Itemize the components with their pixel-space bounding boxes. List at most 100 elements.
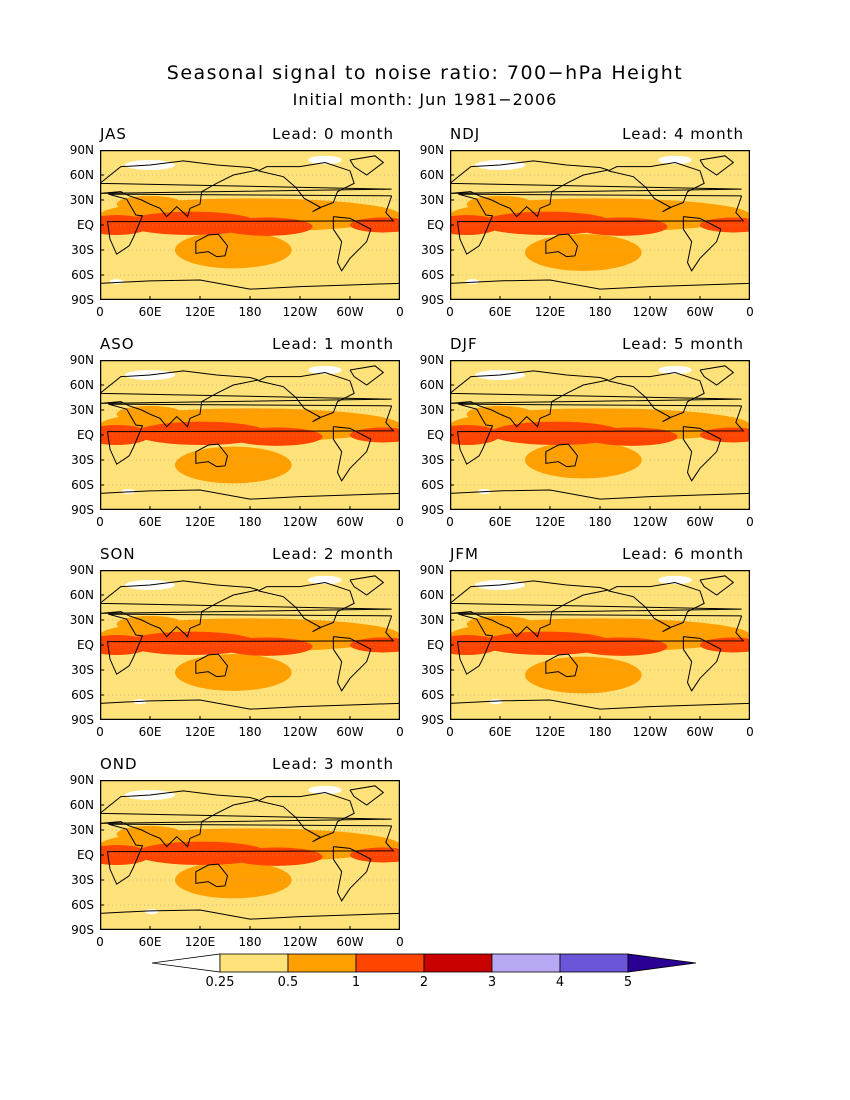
- ratio-map: [450, 150, 750, 300]
- coastline: [349, 155, 385, 176]
- lat-tick-label: 90N: [419, 143, 444, 157]
- lon-tick-label: 0: [96, 725, 104, 739]
- lat-tick-label: 30S: [71, 453, 94, 467]
- coastline: [106, 823, 395, 885]
- lat-tick-label: 60N: [419, 378, 444, 392]
- map-panel-son: SON Lead: 2 month 90N 60N 30N EQ 30S 60S 90S 0 60E…: [70, 545, 404, 739]
- panel-season-label: DJF: [450, 335, 478, 353]
- colorbar-level-label: 4: [555, 975, 565, 990]
- lat-tick-label: 30N: [419, 613, 444, 627]
- lat-tick-label: 90N: [69, 353, 94, 367]
- lat-tick-label: 90N: [69, 563, 94, 577]
- lat-tick-label: 90S: [71, 503, 94, 517]
- coastline: [545, 653, 579, 678]
- coastline: [100, 699, 400, 710]
- coastline: [106, 613, 395, 675]
- coastline: [450, 489, 750, 500]
- lat-tick-label: 60N: [419, 168, 444, 182]
- coastline: [195, 443, 229, 468]
- colorbar-low-extension: [152, 953, 221, 973]
- ratio-map: [100, 360, 400, 510]
- coastline: [450, 699, 750, 710]
- lon-tick-label: 180: [238, 515, 262, 529]
- lat-tick-label: 60S: [421, 268, 444, 282]
- lon-tick-label: 0: [396, 935, 404, 949]
- figure-title: Seasonal signal to noise ratio: 700−hPa …: [166, 62, 684, 84]
- colorbar-level-label: 1: [351, 975, 361, 990]
- lon-tick-label: 60E: [488, 725, 512, 739]
- lon-tick-label: 120E: [534, 305, 566, 319]
- coastline: [608, 161, 705, 213]
- lat-tick-label: 30S: [71, 243, 94, 257]
- lat-tick-label: EQ: [426, 428, 444, 442]
- coastline: [545, 233, 579, 258]
- panel-lead-label: Lead: 3 month: [272, 755, 394, 773]
- lon-tick-label: 60E: [138, 725, 162, 739]
- lat-tick-label: 60S: [421, 688, 444, 702]
- map-panel-jas: JAS Lead: 0 month 90N 60N 30N EQ 30S 60S 90S 0 60E…: [70, 125, 404, 319]
- lon-tick-label: 120E: [534, 515, 566, 529]
- coastline: [258, 371, 355, 423]
- colorbar-segment: [355, 953, 425, 973]
- coastline: [195, 863, 229, 888]
- lat-tick-label: 60S: [71, 478, 94, 492]
- lat-tick-label: 90S: [71, 923, 94, 937]
- coastline: [699, 155, 735, 176]
- lon-tick-label: 0: [446, 725, 454, 739]
- lat-tick-label: 90N: [69, 773, 94, 787]
- coastline: [349, 575, 385, 596]
- coastline: [106, 403, 395, 465]
- colorbar-segment: [219, 953, 289, 973]
- coastline: [332, 426, 372, 482]
- lon-tick-label: 180: [588, 515, 612, 529]
- lat-tick-label: 30S: [71, 873, 94, 887]
- panel-season-label: OND: [100, 755, 138, 773]
- lon-tick-label: 120E: [184, 515, 216, 529]
- coastline: [195, 233, 229, 258]
- lat-tick-label: 60S: [421, 478, 444, 492]
- panel-season-label: JAS: [100, 125, 127, 143]
- coastline: [100, 580, 392, 638]
- lat-tick-label: EQ: [76, 638, 94, 652]
- lon-tick-label: 60W: [336, 305, 364, 319]
- lon-tick-label: 0: [446, 515, 454, 529]
- coastline: [332, 846, 372, 902]
- lon-tick-label: 0: [446, 305, 454, 319]
- panel-lead-label: Lead: 5 month: [622, 335, 744, 353]
- coastline: [258, 581, 355, 633]
- lat-tick-label: 90N: [69, 143, 94, 157]
- lon-tick-label: 0: [396, 305, 404, 319]
- colorbar-level-label: 2: [419, 975, 429, 990]
- coastline: [349, 365, 385, 386]
- map-panel-ndj: NDJ Lead: 4 month 90N 60N 30N EQ 30S 60S 90S 0 60E…: [420, 125, 754, 319]
- lon-tick-label: 120E: [534, 725, 566, 739]
- lon-tick-label: 120W: [632, 515, 668, 529]
- colorbar-level-label: 5: [623, 975, 633, 990]
- lon-tick-label: 0: [396, 515, 404, 529]
- lon-tick-label: 60E: [488, 305, 512, 319]
- coastline: [332, 636, 372, 692]
- lon-tick-label: 180: [238, 725, 262, 739]
- coastline: [450, 160, 742, 218]
- lon-tick-label: 0: [96, 935, 104, 949]
- lon-tick-label: 0: [746, 725, 754, 739]
- figure-subtitle: Initial month: Jun 1981−2006: [292, 90, 558, 109]
- coastline: [682, 426, 722, 482]
- coastline: [100, 489, 400, 500]
- lat-tick-label: 90S: [421, 293, 444, 307]
- lat-tick-label: 90S: [421, 713, 444, 727]
- lon-tick-label: 60W: [336, 935, 364, 949]
- coastline: [699, 575, 735, 596]
- ratio-map: [100, 150, 400, 300]
- lat-tick-label: 60N: [69, 378, 94, 392]
- coastline: [195, 653, 229, 678]
- coastline: [100, 160, 392, 218]
- lon-tick-label: 0: [96, 515, 104, 529]
- coastline: [100, 909, 400, 920]
- lat-tick-label: 90S: [71, 713, 94, 727]
- ratio-map: [450, 360, 750, 510]
- panel-lead-label: Lead: 0 month: [272, 125, 394, 143]
- lon-tick-label: 60W: [336, 725, 364, 739]
- coastline: [450, 279, 750, 290]
- coastline: [258, 161, 355, 213]
